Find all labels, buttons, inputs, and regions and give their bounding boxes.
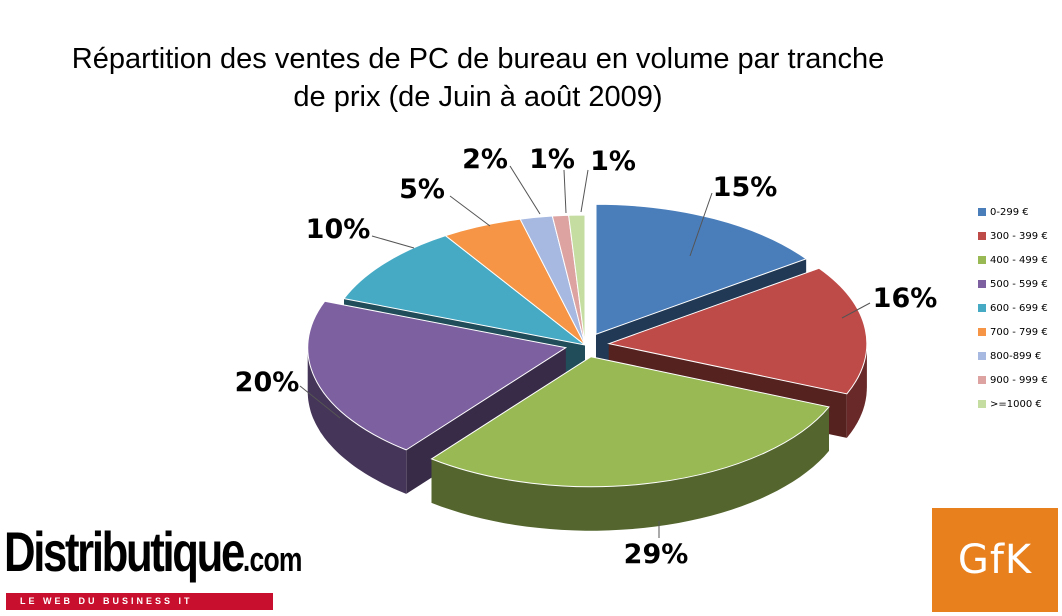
distributique-logo: Distributique.com LE WEB DU BUSINESS IT (0, 512, 302, 612)
legend-label-7: 900 - 999 € (990, 374, 1048, 386)
pie-labels: 15% 16% 29% 20% 10% 5% 2% 1% 1% (235, 144, 938, 570)
pie-slice-3 (307, 300, 568, 451)
pie-leader-line-8 (580, 169, 589, 213)
pie-slice-4 (343, 235, 586, 346)
legend-label-8: >=1000 € (990, 398, 1042, 410)
logo-left-tagline: LE WEB DU BUSINESS IT (6, 593, 273, 610)
logo-left-main: Distributique (4, 520, 245, 583)
pie-label-4: 10% (306, 214, 371, 245)
pie-slice-side-3 (307, 347, 407, 494)
pie-slice-1 (607, 267, 868, 395)
legend-item-7: 900 - 999 € (978, 368, 1048, 392)
legend-swatch-0 (978, 208, 986, 216)
legend-label-2: 400 - 499 € (990, 254, 1048, 266)
legend-label-4: 600 - 699 € (990, 302, 1048, 314)
gfk-logo-text: GfK (957, 537, 1033, 583)
legend-item-6: 800-899 € (978, 344, 1048, 368)
pie-leader-line-3 (299, 385, 341, 419)
legend-item-3: 500 - 599 € (978, 272, 1048, 296)
pie-leader-line-0 (689, 192, 713, 257)
legend-label-6: 800-899 € (990, 350, 1042, 362)
pie-label-3: 20% (235, 367, 300, 398)
gfk-logo: GfK (932, 508, 1058, 612)
legend-item-2: 400 - 499 € (978, 248, 1048, 272)
pie-label-0: 15% (713, 172, 778, 203)
legend-label-5: 700 - 799 € (990, 326, 1048, 338)
legend-swatch-3 (978, 280, 986, 288)
chart-title-line-1: Répartition des ventes de PC de bureau e… (71, 43, 885, 75)
pie-leader-line-4 (371, 235, 415, 249)
pie-leader-line-7 (563, 169, 567, 214)
legend-item-1: 300 - 399 € (978, 224, 1048, 248)
legend-label-0: 0-299 € (990, 206, 1029, 218)
chart-legend: 0-299 € 300 - 399 € 400 - 499 € 500 - 599 €… (978, 200, 1048, 416)
legend-swatch-8 (978, 400, 986, 408)
legend-swatch-2 (978, 256, 986, 264)
pie-label-8: 1% (590, 146, 636, 177)
legend-label-3: 500 - 599 € (990, 278, 1048, 290)
pie-slice-2 (430, 356, 830, 488)
logo-left-domain: .com (242, 541, 303, 579)
pie-label-5: 5% (399, 174, 445, 205)
legend-item-4: 600 - 699 € (978, 296, 1048, 320)
chart-title-line-2: de prix (de Juin à août 2009) (293, 81, 663, 113)
legend-item-8: >=1000 € (978, 392, 1048, 416)
chart-title: Répartition des ventes de PC de bureau e… (0, 40, 956, 116)
legend-swatch-5 (978, 328, 986, 336)
pie-label-7: 1% (529, 144, 575, 175)
legend-item-0: 0-299 € (978, 200, 1048, 224)
pie-slice-side-2 (431, 406, 829, 531)
pie-slice-8 (568, 214, 586, 346)
legend-swatch-6 (978, 352, 986, 360)
pie-tops (307, 203, 868, 488)
pie-leader-line-6 (509, 165, 541, 215)
legend-swatch-7 (978, 376, 986, 384)
pie-label-1: 16% (873, 283, 938, 314)
pie-leader-line-5 (449, 195, 491, 227)
legend-label-1: 300 - 399 € (990, 230, 1048, 242)
legend-item-5: 700 - 799 € (978, 320, 1048, 344)
pie-label-2: 29% (624, 539, 689, 570)
pie-slice-side-1 (846, 343, 867, 438)
pie-label-6: 2% (462, 144, 508, 175)
legend-swatch-1 (978, 232, 986, 240)
pie-slice-0 (595, 203, 808, 335)
pie-leader-line-1 (841, 302, 871, 319)
legend-swatch-4 (978, 304, 986, 312)
